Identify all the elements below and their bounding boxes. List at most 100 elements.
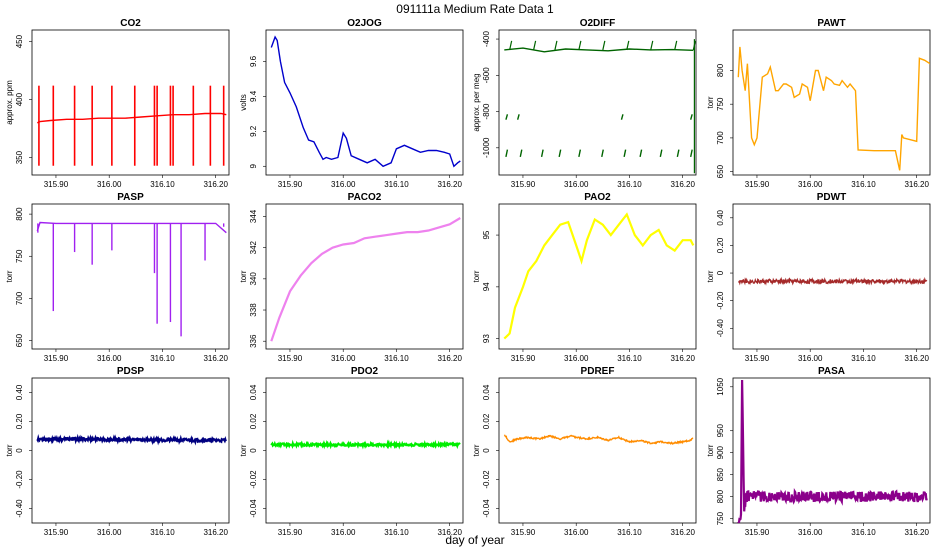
plot-frame (265, 29, 464, 176)
y-tick-label: 0 (716, 270, 725, 275)
plot-area (270, 439, 461, 450)
x-tick-label: 315.90 (278, 354, 303, 363)
y-tick-label: 1050 (716, 377, 725, 395)
x-tick-label: 316.00 (798, 528, 823, 537)
x-tick-label: 316.00 (97, 354, 122, 363)
panel-o2diff: O2DIFF 315.90 316.00 316.10 316.20 -1000 -800 -… (472, 18, 697, 189)
plot-frame (732, 203, 931, 350)
x-tick-label: 315.90 (745, 354, 770, 363)
x-tick-label: 316.00 (331, 528, 356, 537)
x-tick-label: 316.10 (150, 354, 175, 363)
y-tick-label: 95 (482, 230, 491, 239)
y-tick-label: -0.02 (249, 470, 258, 489)
x-tick-label: 316.20 (203, 354, 228, 363)
x-tick-label: 316.20 (904, 528, 929, 537)
low-band-mark (519, 149, 523, 158)
panel-pdsp: PDSP 315.90 316.00 316.10 316.20 -0.40 -0.20 0 0… (5, 366, 230, 537)
x-tick-label: 316.00 (798, 180, 823, 189)
low-band-mark (659, 149, 663, 158)
y-tick-label: -0.20 (716, 291, 725, 310)
y-axis-label: torr (706, 270, 715, 282)
plot-frame (265, 377, 464, 524)
y-tick-label: -400 (482, 31, 491, 48)
y-tick-label: 800 (15, 207, 24, 221)
y-tick-label: 950 (716, 424, 725, 438)
x-tick-label: 316.20 (904, 180, 929, 189)
y-tick-label: -800 (482, 103, 491, 120)
x-tick-label: 316.10 (150, 180, 175, 189)
plot-frame (31, 29, 230, 176)
x-tick-label: 316.00 (97, 180, 122, 189)
panel-title: PDWT (817, 192, 846, 203)
mid-band-mark (690, 114, 693, 120)
y-tick-label: 0.20 (716, 237, 725, 253)
x-tick-label: 316.10 (617, 180, 642, 189)
series-line (37, 112, 227, 124)
upper-spike (509, 40, 513, 51)
y-tick-label: 700 (716, 131, 725, 145)
plot-frame (265, 203, 464, 350)
panel-title: PAO2 (584, 192, 611, 203)
plot-area (737, 379, 928, 523)
y-tick-label: 0.40 (716, 209, 725, 225)
x-tick-label: 316.20 (437, 180, 462, 189)
series-line (503, 434, 694, 445)
panel-paco2: PACO2 315.90 316.00 316.10 316.20 336 338 340 34… (239, 192, 464, 363)
y-tick-label: 900 (716, 445, 725, 459)
y-tick-label: 9.6 (249, 55, 258, 67)
series-line (270, 217, 461, 342)
y-tick-label: 450 (15, 34, 24, 48)
y-tick-label: 0.04 (249, 384, 258, 400)
figure-title: 091111a Medium Rate Data 1 (396, 2, 554, 16)
series-line (738, 276, 928, 286)
series-line (270, 35, 461, 168)
panel-title: PDO2 (351, 366, 379, 377)
y-axis-label: torr (239, 444, 248, 456)
y-tick-label: -0.40 (716, 319, 725, 338)
mid-band-mark (505, 114, 509, 120)
y-tick-label: -0.02 (482, 470, 491, 489)
panel-title: PASA (818, 366, 845, 377)
panel-pdo2: PDO2 315.90 316.00 316.10 316.20 -0.04 -0.02 0 0… (239, 366, 464, 537)
x-tick-label: 316.20 (203, 180, 228, 189)
panel-pasp: PASP 315.90 316.00 316.10 316.20 650 700 750 800… (5, 192, 230, 363)
panel-pdwt: PDWT 315.90 316.00 316.10 316.20 -0.40 -0.20 0 0… (706, 192, 931, 363)
plot-frame (31, 377, 230, 524)
x-tick-label: 315.90 (44, 354, 69, 363)
panel-title: O2DIFF (580, 18, 616, 29)
low-band-mark (689, 149, 693, 158)
low-band-mark (623, 149, 627, 158)
y-axis-label: torr (472, 444, 481, 456)
x-tick-label: 316.00 (97, 528, 122, 537)
plot-area (503, 212, 695, 340)
y-tick-label: 350 (15, 150, 24, 164)
low-band-mark (601, 149, 604, 158)
y-tick-label: 700 (15, 291, 24, 305)
plot-area (270, 35, 461, 168)
x-tick-label: 316.10 (384, 180, 409, 189)
y-tick-label: -0.04 (249, 499, 258, 518)
x-tick-label: 316.20 (670, 354, 695, 363)
y-axis-label: torr (5, 444, 14, 456)
low-band-mark (505, 149, 509, 158)
x-tick-label: 316.00 (331, 354, 356, 363)
y-tick-label: 650 (15, 333, 24, 347)
upper-spike (554, 40, 558, 51)
upper-spike (674, 40, 678, 51)
x-tick-label: 316.20 (670, 528, 695, 537)
x-tick-label: 315.90 (278, 528, 303, 537)
y-tick-label: 750 (15, 249, 24, 263)
y-tick-label: 0 (15, 448, 24, 453)
y-tick-label: 0.20 (15, 413, 24, 429)
y-tick-label: 93 (482, 334, 491, 343)
x-tick-label: 316.00 (564, 528, 589, 537)
y-axis-label: volts (239, 94, 248, 110)
panel-title: PAWT (817, 18, 845, 29)
x-tick-label: 316.00 (798, 354, 823, 363)
x-tick-label: 316.10 (851, 528, 876, 537)
y-tick-label: 800 (716, 489, 725, 503)
upper-spike (650, 40, 654, 51)
x-tick-label: 315.90 (511, 180, 536, 189)
x-tick-label: 315.90 (44, 528, 69, 537)
